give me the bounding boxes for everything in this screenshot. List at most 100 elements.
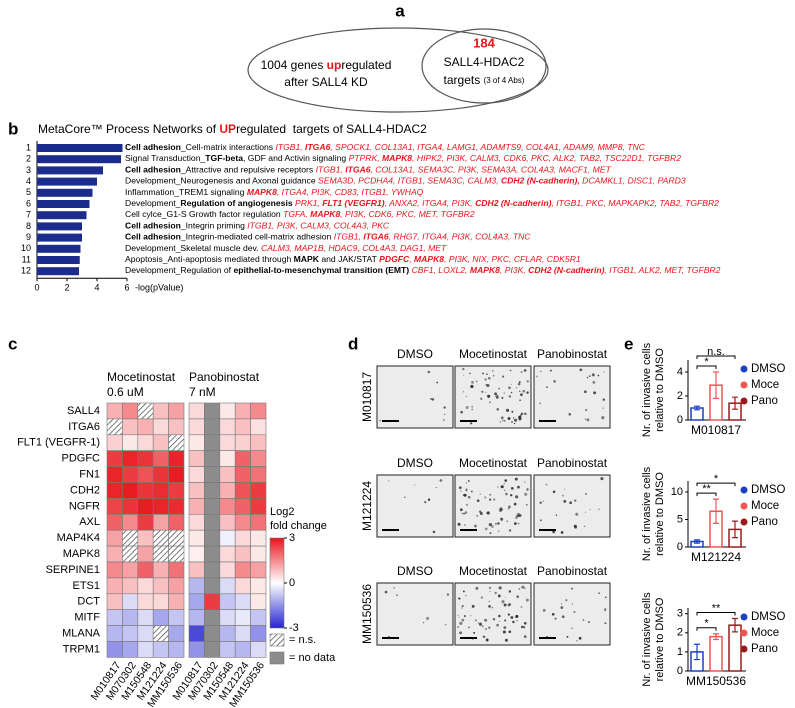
cell-dot (561, 615, 565, 619)
cell-dot (518, 381, 521, 384)
cell-dot (486, 386, 488, 388)
cell-dot (522, 389, 526, 393)
y-tick-label: 0 (677, 541, 683, 553)
cell-dot (542, 609, 546, 612)
cell-dot (526, 380, 529, 383)
micrograph (454, 474, 532, 538)
text-segment: Development_ (125, 198, 181, 208)
heatmap-cell (188, 545, 205, 563)
text-segment: Development_Skeletal muscle dev. (125, 243, 261, 253)
gene-label: SALL4 (67, 405, 100, 417)
heatmap-cell (106, 498, 123, 515)
heatmap-cell (250, 609, 267, 626)
cell-dot (442, 418, 445, 421)
legend-marker (740, 381, 748, 389)
column-label: DMSO (397, 347, 433, 361)
cell-dot (569, 501, 573, 505)
heatmap-cell (168, 513, 185, 531)
cell-dot (523, 369, 527, 372)
cell-dot (445, 624, 447, 626)
text-segment: UP (219, 122, 236, 136)
heatmap-cell-nodata (204, 561, 221, 579)
cell-dot (592, 380, 596, 384)
heatmap-cell (152, 434, 169, 451)
cell-dot (574, 499, 577, 502)
heatmap-cell (219, 466, 236, 483)
cell-dot (496, 408, 499, 411)
cell-dot (503, 489, 506, 492)
heatmap-cell (219, 498, 236, 515)
heatmap-cell-nodata (204, 402, 221, 420)
cell-dot (484, 618, 488, 622)
legend-label: Pano (751, 516, 778, 528)
heatmap-cell (234, 466, 251, 483)
legend-ns-swatch (269, 633, 285, 647)
cell-dot (571, 603, 574, 605)
cell-dot (576, 640, 578, 642)
heatmap-cell (137, 545, 154, 563)
text-segment: SEMA3D, PCDHA4, ITGB1, SEMA3C, CALM3, (318, 176, 501, 186)
cell-dot (471, 604, 475, 608)
text-segment: MetaCore™ Process Networks of (38, 122, 219, 136)
cell-dot (526, 503, 528, 506)
cell-dot (524, 412, 527, 416)
heatmap-cell (122, 434, 139, 451)
cell-dot (470, 490, 473, 493)
heatmap-cell-nodata (204, 641, 221, 658)
cell-dot (588, 375, 591, 378)
x-tick-label: 4 (94, 283, 99, 293)
significance-bracket (696, 627, 717, 631)
cell-dot (498, 614, 501, 618)
text-segment: TGFA, (283, 209, 310, 219)
cell-dot (461, 618, 465, 622)
heatmap-cell (168, 498, 185, 515)
text-segment: MAPK8 (310, 209, 340, 219)
cell-dot (514, 477, 518, 481)
cell-dot (460, 490, 462, 492)
legend-nodata: = no data (289, 652, 336, 664)
cell-dot (489, 498, 492, 501)
text-segment: , ITGB1, PKC, MAPKAPK2, TAB2, TGFBR2 (552, 198, 720, 208)
cell-dot (475, 586, 479, 590)
cell-dot (489, 532, 492, 535)
text-segment: Signal Transduction_ (125, 153, 205, 163)
micrograph (376, 365, 454, 429)
sample-label: M121224 (691, 550, 741, 564)
cell-dot (461, 605, 464, 608)
heatmap-cell (137, 466, 154, 483)
cell-dot (517, 485, 520, 489)
bar (37, 256, 80, 264)
cell-dot (497, 522, 500, 525)
text-segment: CBF1, LOXL2, (412, 265, 470, 275)
gene-label: AXL (79, 516, 100, 528)
cell-dot (459, 508, 463, 512)
cell-dot (573, 610, 576, 614)
text-segment: ITGB1, (334, 232, 364, 242)
cell-dot (462, 391, 465, 393)
text-segment: ITGA6 (363, 232, 389, 242)
legend-label: DMSO (751, 484, 786, 496)
text-segment: Inflammation_TREM1 signaling (125, 187, 247, 197)
y-axis-label: Nr. of invasive cells (641, 592, 653, 687)
cell-dot (470, 615, 472, 617)
text-segment: PTPRK, (349, 153, 382, 163)
significance-bracket (696, 355, 736, 359)
text-segment: , ITGB1, ALK2, MET, TGFBR2 (605, 265, 721, 275)
text-segment: , COL13A1, SEMA3C, PI3K, SEMA3A, COL4A3,… (371, 165, 612, 175)
cell-dot (430, 397, 432, 400)
cell-dot (520, 414, 522, 416)
cell-dot (494, 591, 497, 595)
column-label: Mocetinostat (459, 347, 528, 361)
legend-marker (740, 645, 748, 653)
text-segment: ITGB1, (275, 142, 305, 152)
bar (37, 222, 82, 231)
cell-dot (476, 514, 479, 517)
sample-label: MM150536 (686, 674, 746, 688)
heatmap-cell (152, 498, 169, 515)
heatmap-cell (152, 577, 169, 595)
cell-dot (515, 614, 519, 618)
significance-bracket (696, 612, 736, 616)
cell-dot (598, 508, 600, 510)
heatmap-cell (188, 625, 205, 642)
colorbar-tick-label: 0 (289, 577, 295, 589)
